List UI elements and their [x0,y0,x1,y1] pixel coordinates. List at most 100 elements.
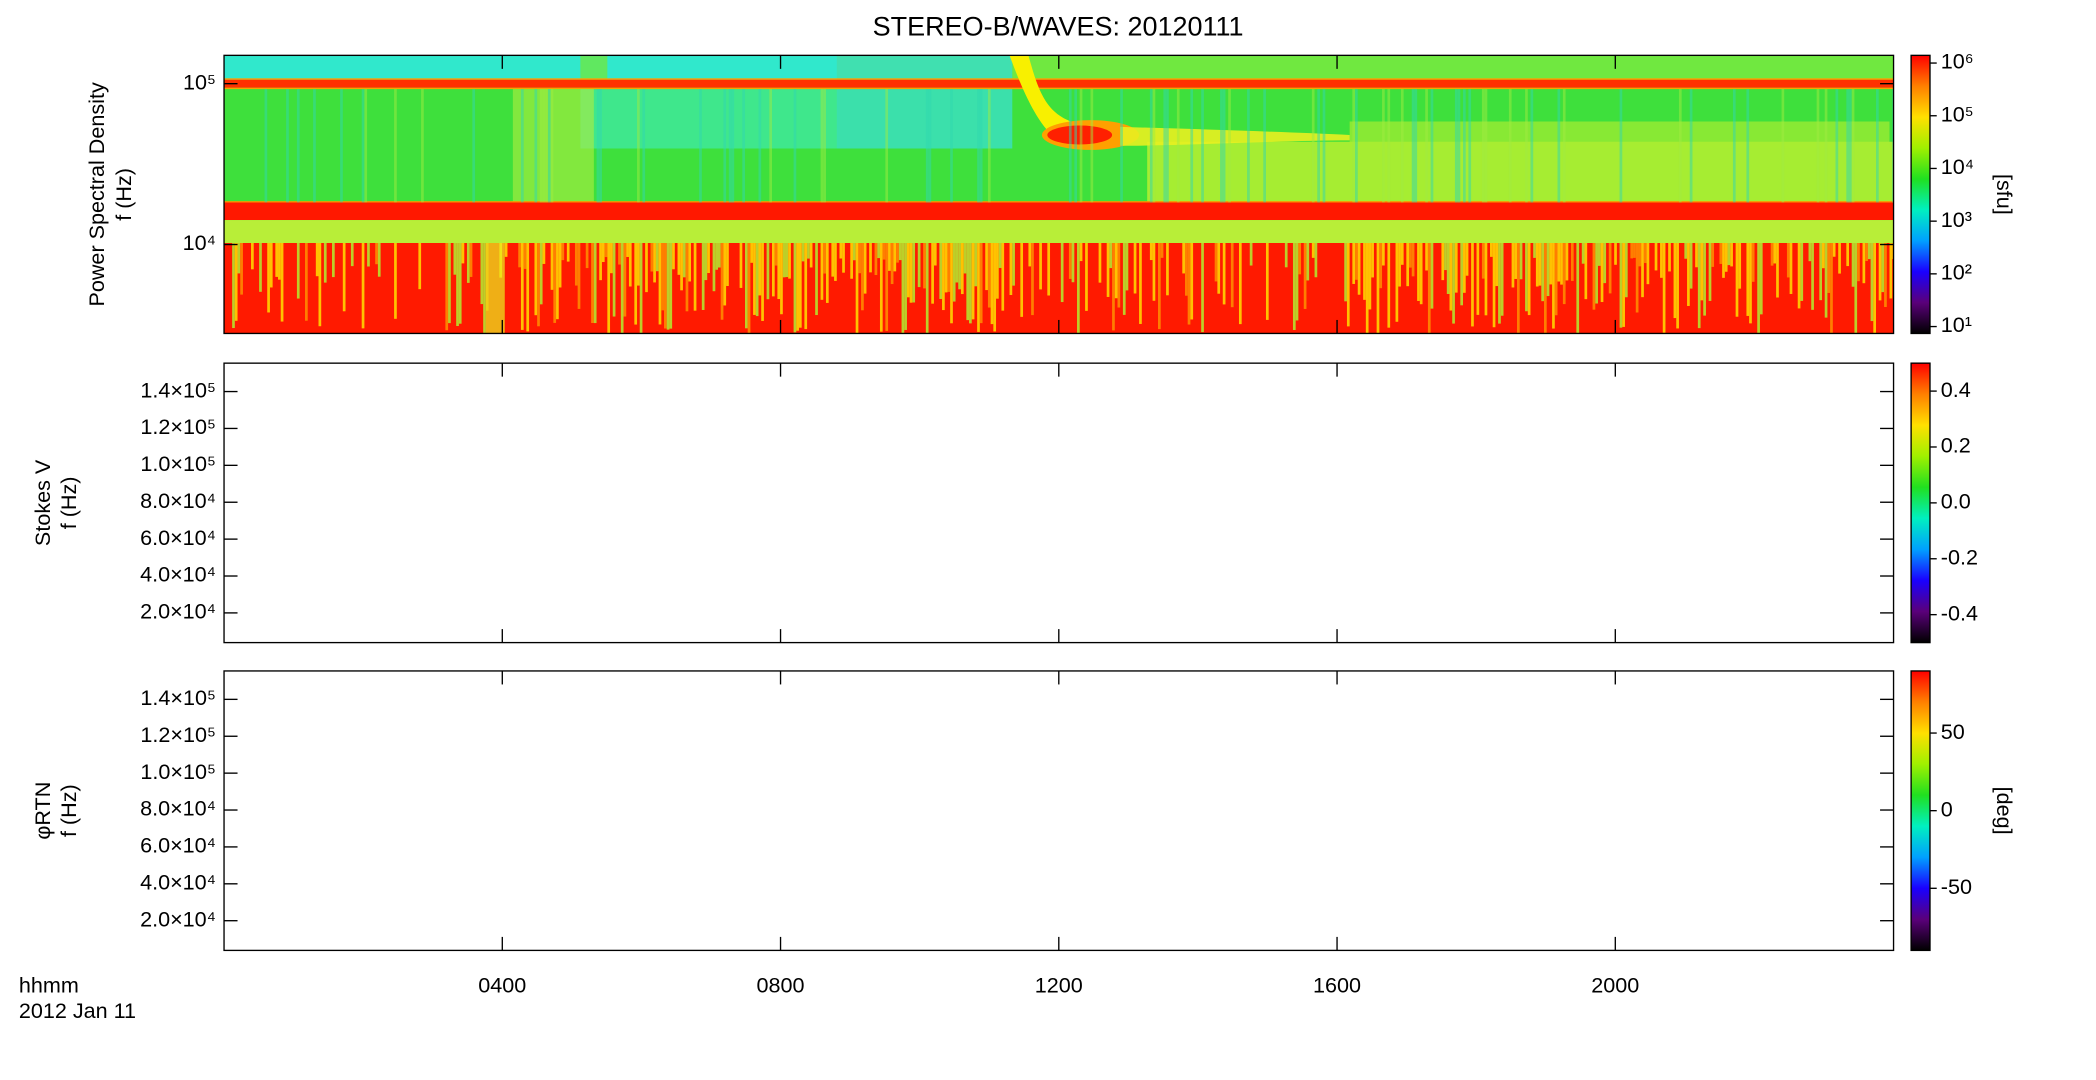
spectrogram-cell [947,243,951,292]
spectrogram-cell [747,243,751,334]
spectrogram-cell [1660,243,1663,278]
spectrogram-cell [1090,89,1094,203]
spectrogram-cell [1068,89,1072,203]
spectrogram-cell [526,243,530,332]
spectrogram-cell [1562,89,1566,203]
spectrogram-cell [626,243,629,257]
spectrogram-cell [1816,89,1820,203]
spectrogram-cell [780,243,783,315]
spectrogram-cell [1819,243,1823,301]
spectrogram-cell [620,243,624,334]
spectrogram-cell [1182,243,1185,274]
spectrogram-cell [550,243,554,290]
spectrogram-cell [1646,243,1650,285]
spectrogram-cell [458,243,462,324]
spectrogram-cell [518,243,521,268]
spectrogram-cell [739,243,743,288]
spectrogram-cell [1738,243,1742,289]
spectrogram [224,55,1894,334]
spectrogram-cell [753,243,756,315]
spectrogram-cell [1654,243,1658,271]
colorbar-label: [deg] [1992,787,2017,835]
spectrogram-cell [1635,243,1639,313]
spectrogram-cell [807,243,810,259]
spectrogram-cell [1600,243,1604,303]
spectrogram-cell [820,89,824,203]
spectrogram-cell [1400,89,1404,203]
colorbar-tick-label: 10² [1941,260,1972,285]
spectrogram-cell [1870,243,1874,322]
spectrogram-cell [1382,89,1385,203]
spectrogram-cell [723,243,727,306]
spectrogram-cell [1827,243,1831,293]
spectrogram-cell [993,243,997,332]
spectrogram-cell [923,243,926,289]
spectrogram-cell [1071,243,1075,283]
spectrogram-cell [1867,243,1871,260]
spectrogram-cell [952,243,956,302]
spectrogram-cell [534,89,538,203]
spectrogram-cell [539,89,543,203]
spectrogram-cell [1689,243,1693,289]
spectrogram-cell [607,243,611,334]
spectrogram-cell [1352,243,1356,284]
spectrogram-cell [1454,243,1458,293]
spectrogram-cell [1498,243,1501,324]
spectrogram-cell [461,243,465,264]
spectrogram-cell [1166,243,1169,296]
spectrogram-cell [931,243,934,304]
y-tick-label: 1.2×10⁵ [140,414,216,439]
spectrogram-cell [1830,243,1833,334]
spectrogram-cell [323,243,327,283]
spectrogram-cell [1770,243,1774,266]
spectrogram-cell [942,243,945,311]
spectrogram-cell [1074,89,1078,203]
spectrogram-cell [1463,89,1466,203]
spectrogram-cell [801,243,805,262]
spectrogram-cell [340,89,343,203]
spectrogram-cell [1414,89,1418,203]
spectrogram-cell [1379,243,1383,289]
spectrogram-cell [1638,243,1642,267]
spectrogram-cell [987,89,991,203]
spectrogram-cell [1098,243,1102,283]
spectrogram-cell [618,243,621,265]
spectrogram-cell [267,243,270,313]
spectrogram-cell [585,243,589,269]
spectrogram-cell [296,89,300,203]
spectrogram-cell [1703,243,1706,316]
spectrogram-cell [1352,89,1356,203]
spectrogram-cell [1295,243,1299,321]
spectrogram-cell [758,89,762,203]
spectrogram-cell [882,243,886,260]
spectrogram-cell [1471,243,1474,327]
spectrogram-cell [418,243,422,290]
date-label: 2012 Jan 11 [19,998,136,1023]
spectrogram-cell [707,243,710,274]
spectrogram-cell [1230,243,1234,308]
spectrogram-cell [1120,89,1123,203]
spectrogram-cell [1311,243,1315,258]
spectrogram-cell [774,243,778,266]
plot-frame [223,362,1895,644]
spectrogram-cell [1047,243,1051,296]
spectrogram-cell [1303,243,1307,309]
spectrogram-cell [1112,243,1115,331]
spectrogram-cell [971,243,975,320]
spectrogram-cell [1527,243,1531,316]
spectrogram-cell [1773,243,1777,264]
spectrogram-cell [350,243,354,267]
spectrogram-cell [1668,243,1671,272]
spectrogram-cell [874,243,878,276]
spectrogram-cell [1077,243,1080,334]
spectrogram-cell [534,243,538,316]
spectrogram-cell [1746,89,1750,203]
spectrogram-cell [1727,243,1731,266]
spectrogram-cell [1492,243,1496,328]
spectrogram-cell [820,243,824,300]
spectrogram-cell [1484,89,1488,203]
spectrogram-cell [1832,243,1836,257]
colorbar [1910,670,1931,952]
spectrogram-cell [286,89,289,203]
colorbar-tick-label: 10⁵ [1941,101,1974,126]
